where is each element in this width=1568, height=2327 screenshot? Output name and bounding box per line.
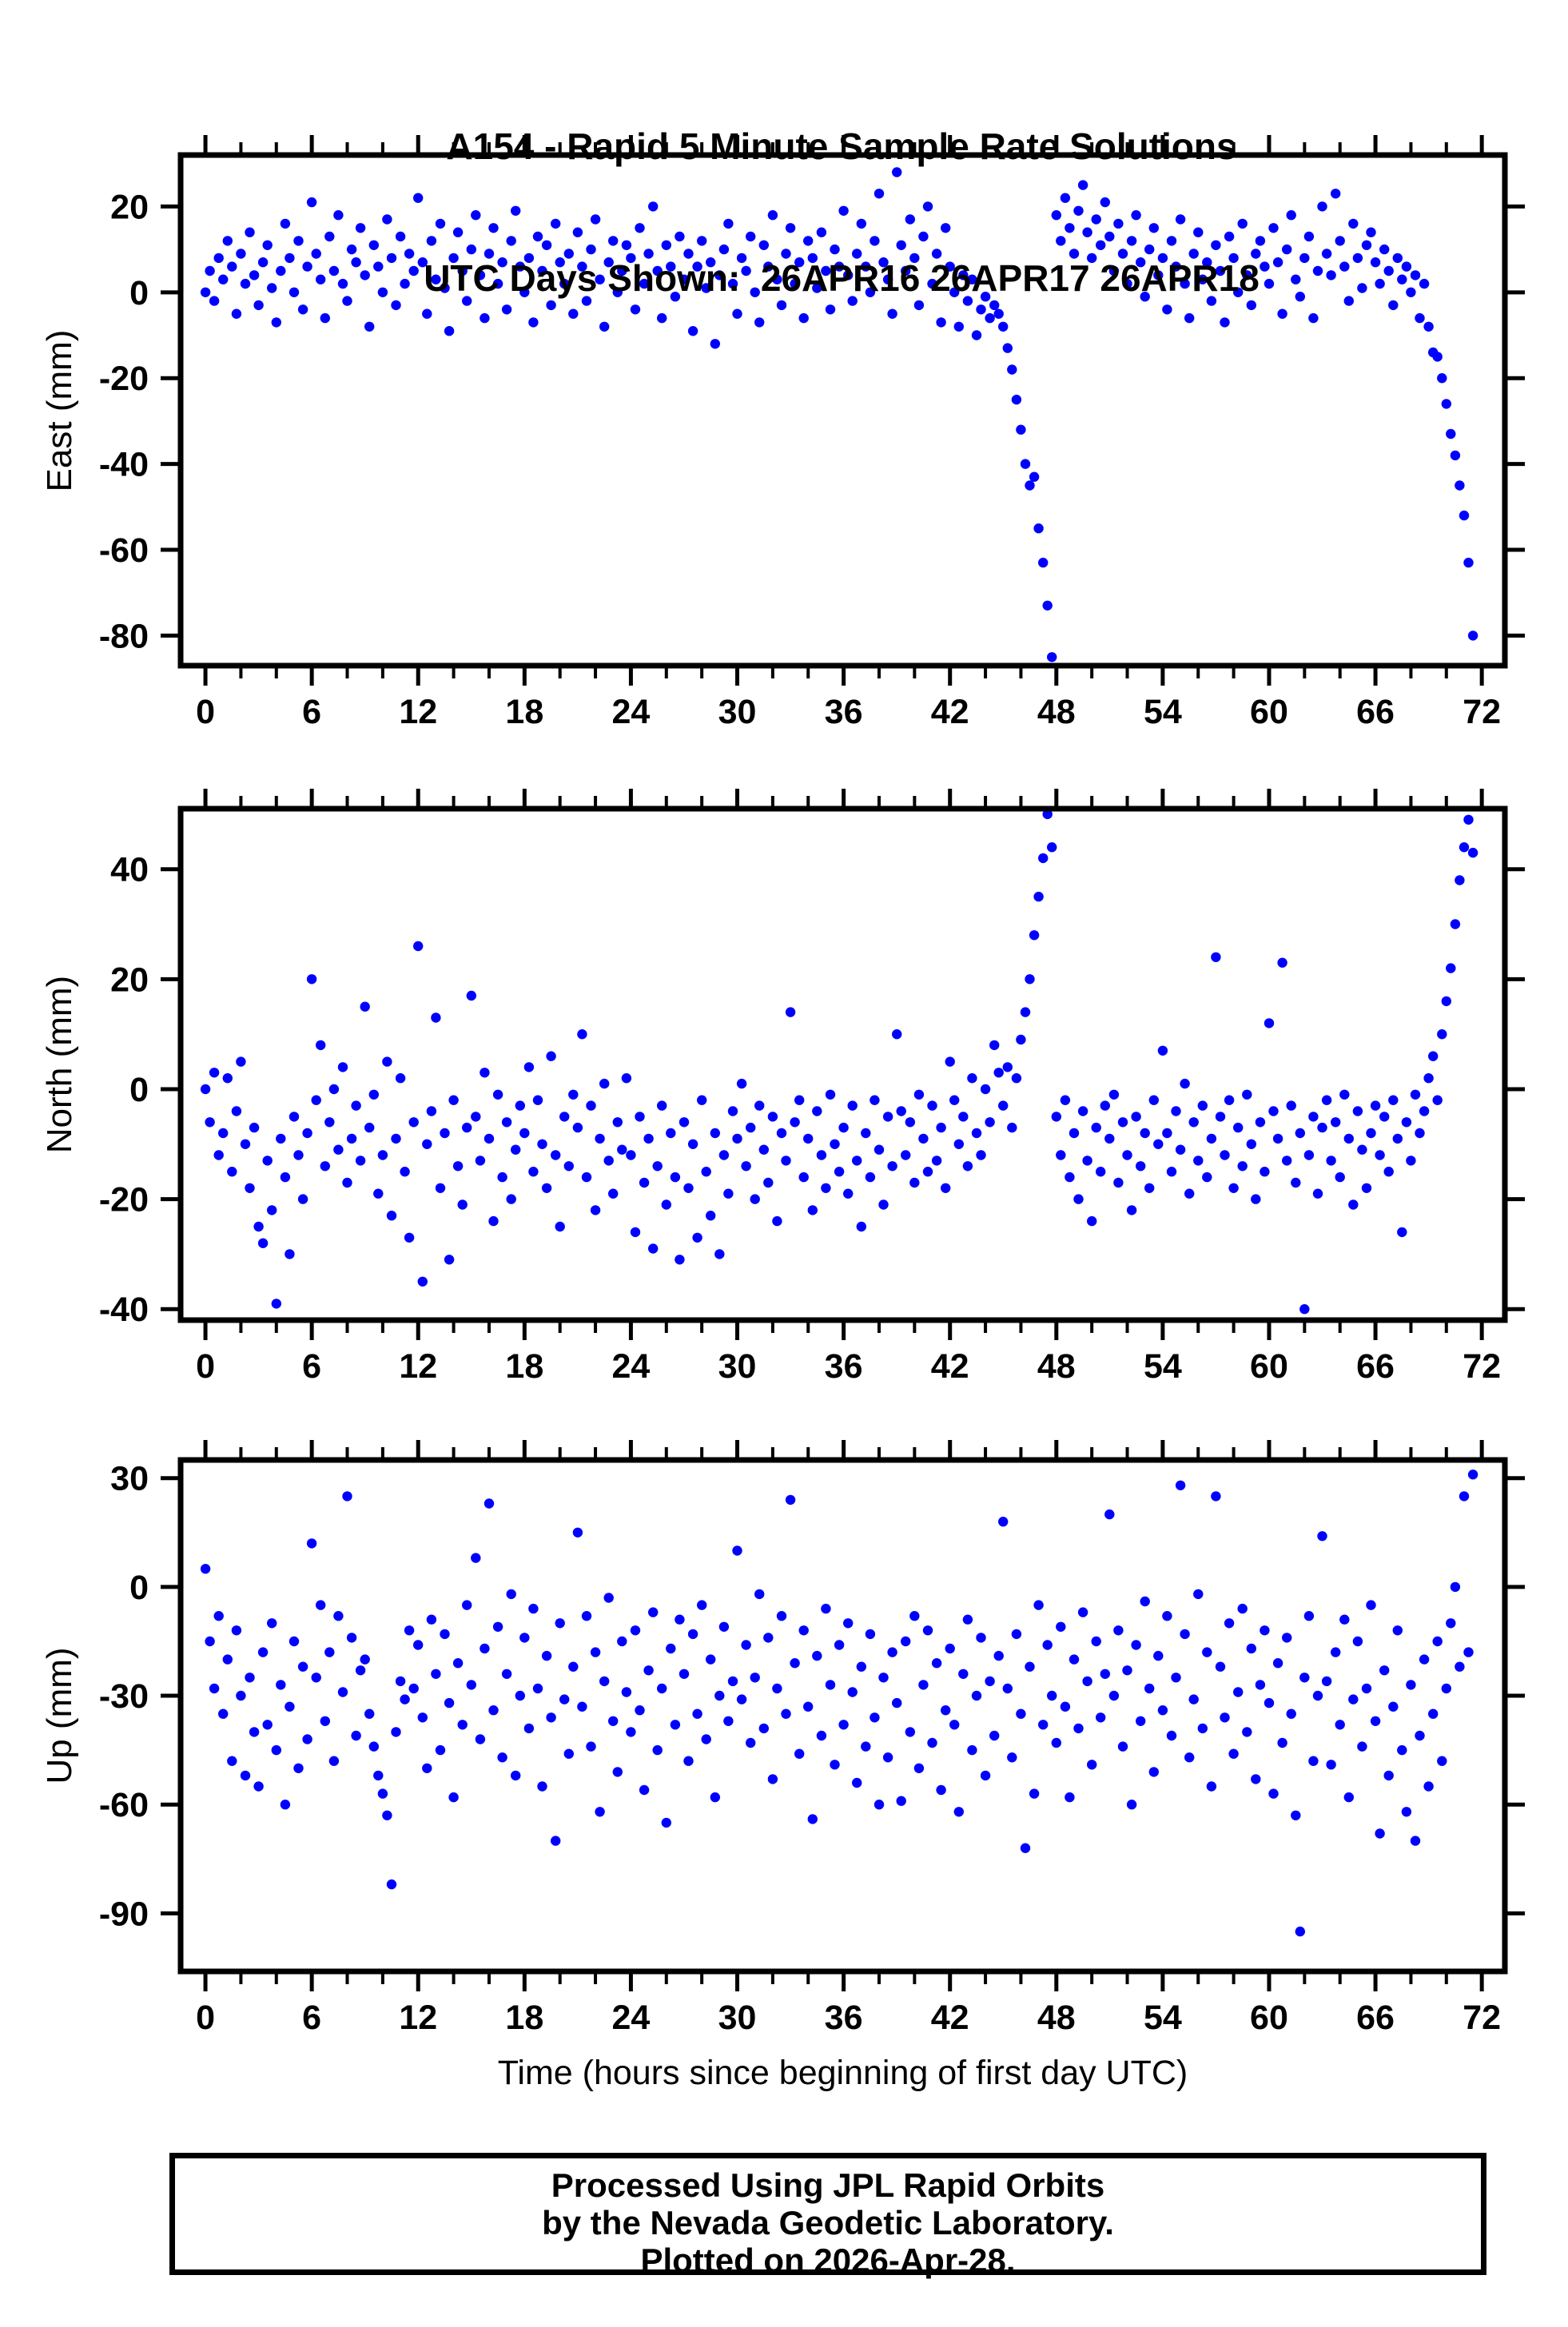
north-x-tick-label: 30 <box>718 1347 757 1386</box>
north-x-tick-label: 12 <box>399 1347 437 1386</box>
up-x-tick-label: 12 <box>399 1999 437 2037</box>
up-x-tick-label: 36 <box>825 1999 863 2037</box>
up-x-tick-label: 18 <box>505 1999 543 2037</box>
east-scatter-points <box>200 167 1478 662</box>
east-x-tick-label: 60 <box>1250 693 1288 731</box>
north-y-tick-label: -20 <box>99 1181 149 1219</box>
north-y-tick-label: 40 <box>110 851 149 889</box>
east-x-tick-label: 54 <box>1144 693 1182 731</box>
up-plot-frame <box>177 1457 1508 1975</box>
east-x-tick-label: 72 <box>1463 693 1501 731</box>
east-x-tick-label: 30 <box>718 693 757 731</box>
north-x-tick-label: 6 <box>302 1347 321 1386</box>
north-x-tick-label: 60 <box>1250 1347 1288 1386</box>
north-x-tick-label: 36 <box>825 1347 863 1386</box>
up-y-tick-label: -60 <box>99 1786 149 1824</box>
north-panel: 40 20 0 -20 -40 0 6 12 18 24 30 36 42 48 54 60 66 72 <box>99 789 1525 1386</box>
north-x-tick-label: 24 <box>612 1347 651 1386</box>
up-y-tick-label: -90 <box>99 1895 149 1933</box>
east-x-tick-label: 48 <box>1037 693 1076 731</box>
east-plot-frame <box>177 152 1508 669</box>
north-x-tick-label: 54 <box>1144 1347 1182 1386</box>
east-x-tick-label: 0 <box>196 693 215 731</box>
north-scatter-points <box>200 811 1478 1315</box>
north-plot-frame <box>177 806 1508 1323</box>
up-y-tick-label: 0 <box>129 1569 149 1607</box>
east-x-tick-label: 42 <box>931 693 969 731</box>
east-panel: 20 0 -20 -40 -60 -80 0 6 12 18 24 30 36 42 48 54 60 66 72 <box>99 135 1525 731</box>
east-x-tick-label: 24 <box>612 693 651 731</box>
north-x-tick-label: 48 <box>1037 1347 1076 1386</box>
x-axis-label: Time (hours since beginning of first day… <box>497 2054 1188 2092</box>
up-x-tick-label: 0 <box>196 1999 215 2037</box>
up-x-tick-label: 48 <box>1037 1999 1076 2037</box>
east-x-tick-label: 18 <box>505 693 543 731</box>
north-x-tick-label: 66 <box>1356 1347 1395 1386</box>
up-x-tick-label: 66 <box>1356 1999 1395 2037</box>
chart-title-line2: UTC Days Shown: 26APR16 26APR17 26APR18 <box>424 257 1260 299</box>
north-y-tick-label: 0 <box>129 1071 149 1109</box>
up-y-tick-label: -30 <box>99 1677 149 1716</box>
y-axis-label-east: East (mm) <box>40 329 79 492</box>
east-y-tick-label: 20 <box>110 188 149 226</box>
up-x-tick-label: 6 <box>302 1999 321 2037</box>
up-x-tick-label: 60 <box>1250 1999 1288 2037</box>
chart-title-line1: A154 - Rapid 5 Minute Sample Rate Soluti… <box>446 125 1237 167</box>
up-scatter-points <box>200 1470 1478 1937</box>
processing-note-line2: by the Nevada Geodetic Laboratory. <box>542 2204 1114 2241</box>
east-x-tick-label: 66 <box>1356 693 1395 731</box>
chart-title: A154 - Rapid 5 Minute Sample Rate Soluti… <box>122 37 1561 388</box>
east-y-tick-label: -40 <box>99 446 149 484</box>
processing-note-line3: Plotted on 2026-Apr-28. <box>640 2241 1016 2279</box>
east-y-tick-label: -60 <box>99 531 149 570</box>
north-x-tick-label: 18 <box>505 1347 543 1386</box>
north-y-tick-label: 20 <box>110 961 149 999</box>
north-x-tick-label: 0 <box>196 1347 215 1386</box>
east-y-tick-label: -20 <box>99 360 149 398</box>
up-x-tick-label: 72 <box>1463 1999 1501 2037</box>
up-x-tick-label: 42 <box>931 1999 969 2037</box>
y-axis-label-up: Up (mm) <box>40 1647 79 1784</box>
processing-note-box: Processed Using JPL Rapid Orbits by the … <box>169 2153 1486 2279</box>
up-y-tick-label: 30 <box>110 1460 149 1498</box>
east-x-tick-label: 36 <box>825 693 863 731</box>
up-x-tick-label: 24 <box>612 1999 651 2037</box>
north-x-tick-label: 72 <box>1463 1347 1501 1386</box>
up-panel: 30 0 -30 -60 -90 0 6 12 18 24 30 36 42 48 54 60 66 72 <box>99 1440 1525 2037</box>
up-x-tick-label: 54 <box>1144 1999 1182 2037</box>
processing-note-line1: Processed Using JPL Rapid Orbits <box>551 2166 1105 2204</box>
up-x-tick-label: 30 <box>718 1999 757 2037</box>
east-y-tick-label: -80 <box>99 617 149 655</box>
north-x-tick-label: 42 <box>931 1347 969 1386</box>
east-x-tick-label: 6 <box>302 693 321 731</box>
y-axis-label-north: North (mm) <box>40 975 79 1154</box>
east-x-tick-label: 12 <box>399 693 437 731</box>
north-y-tick-label: -40 <box>99 1291 149 1329</box>
east-y-tick-label: 0 <box>129 274 149 312</box>
